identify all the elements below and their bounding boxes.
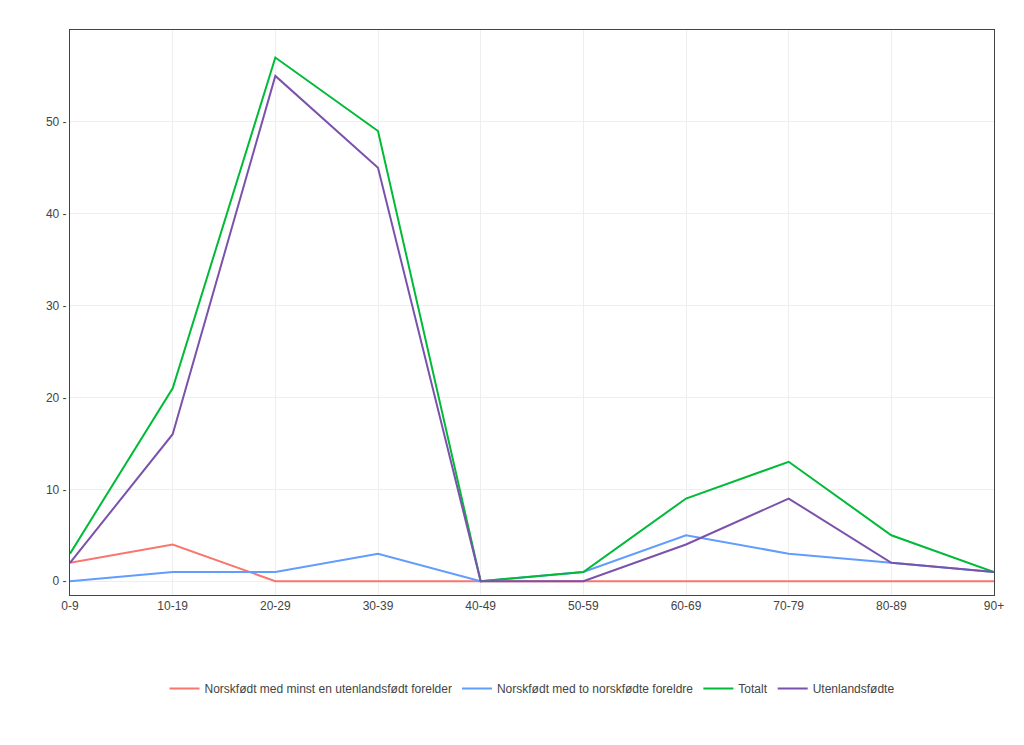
svg-text:10 -: 10 -: [46, 483, 67, 497]
svg-text:Utenlandsfødte: Utenlandsfødte: [813, 682, 895, 696]
svg-text:30-39: 30-39: [363, 599, 394, 613]
svg-text:Norskfødt med to norskfødte fo: Norskfødt med to norskfødte foreldre: [497, 682, 693, 696]
svg-text:20-29: 20-29: [260, 599, 291, 613]
svg-text:30 -: 30 -: [46, 299, 67, 313]
svg-text:0 -: 0 -: [53, 574, 67, 588]
svg-text:50 -: 50 -: [46, 115, 67, 129]
svg-text:50-59: 50-59: [568, 599, 599, 613]
svg-text:20 -: 20 -: [46, 391, 67, 405]
svg-text:90+: 90+: [984, 599, 1004, 613]
svg-text:70-79: 70-79: [773, 599, 804, 613]
svg-text:10-19: 10-19: [157, 599, 188, 613]
svg-text:40 -: 40 -: [46, 207, 67, 221]
svg-text:60-69: 60-69: [671, 599, 702, 613]
svg-text:0-9: 0-9: [61, 599, 79, 613]
svg-text:Norskfødt med minst en utenlan: Norskfødt med minst en utenlandsfødt for…: [205, 682, 452, 696]
svg-text:40-49: 40-49: [465, 599, 496, 613]
svg-text:80-89: 80-89: [876, 599, 907, 613]
svg-text:Totalt: Totalt: [738, 682, 767, 696]
